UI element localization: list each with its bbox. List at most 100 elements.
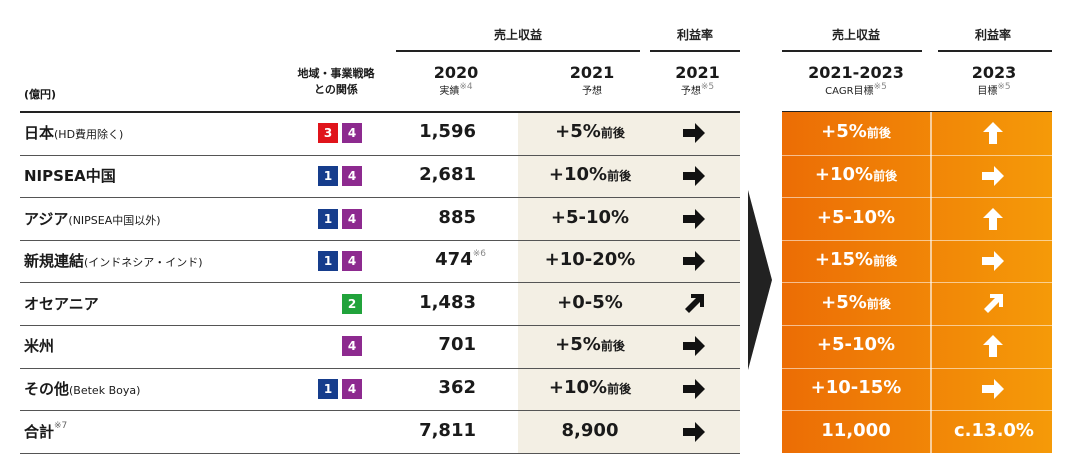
margin-2023-target: c.13.0% — [954, 419, 1034, 441]
row-label: 合計※7 — [24, 421, 67, 442]
cagr-target-suffix: 前後 — [873, 168, 898, 183]
row-label: 米州 — [24, 335, 54, 356]
forecast-2021: +0-5% — [530, 292, 650, 313]
margin-2021-arrow — [682, 334, 706, 362]
margin-2021-arrow — [682, 121, 706, 149]
col-2021-margin-sub: 予想 — [680, 86, 701, 97]
value-2020: 1,596 — [396, 121, 476, 142]
value-2020: 2,681 — [396, 164, 476, 185]
cagr-year: 2021-2023 — [808, 63, 904, 82]
margin-2023-arrow — [981, 334, 1005, 362]
forecast-2021-value: +10% — [548, 376, 608, 398]
cagr-target-value: 11,000 — [821, 419, 891, 441]
strategy-badge-3: 3 — [318, 123, 338, 144]
forecast-2021: +5-10% — [530, 207, 650, 228]
row-label: 新規連結(インドネシア・インド) — [24, 250, 203, 271]
right-arrow-icon — [982, 165, 1004, 186]
value-2020: 885 — [396, 207, 476, 228]
up-arrow-icon — [983, 335, 1003, 358]
margin-2023-arrow — [981, 292, 1005, 320]
value-2020-text: 2,681 — [419, 163, 476, 185]
cagr-target: +5%前後 — [782, 292, 930, 313]
margin-2023-header: 2023 目標※5 — [936, 64, 1052, 98]
margin-2023-arrow — [981, 249, 1005, 277]
row-label-note: (HD費用除く) — [54, 128, 124, 142]
up-arrow-icon — [983, 122, 1003, 145]
header-rule-left — [20, 111, 740, 113]
target-row-divider — [782, 368, 1052, 369]
cagr-target: +15%前後 — [782, 249, 930, 270]
col-2021-margin-year: 2021 — [675, 63, 720, 82]
target-row-divider — [782, 410, 1052, 411]
margin-2021-arrow — [682, 292, 706, 320]
cagr-target: +5-10% — [782, 334, 930, 355]
cagr-target-value: +10-15% — [810, 376, 902, 398]
cagr-target: +5-10% — [782, 207, 930, 228]
row-label-note: (インドネシア・インド) — [84, 256, 203, 270]
margin-2023-sub: 目標 — [977, 86, 998, 97]
value-2020-note: ※6 — [472, 249, 486, 260]
strategy-badge-4: 4 — [342, 378, 362, 399]
row-label-main: 新規連結 — [24, 252, 85, 271]
col-2020-sub: 実績 — [439, 86, 460, 97]
forecast-2021: +5%前後 — [530, 334, 650, 355]
margin-2023-arrow — [981, 164, 1005, 192]
forecast-2021-suffix: 前後 — [600, 126, 625, 141]
target-row-divider — [782, 240, 1052, 241]
forecast-2021-suffix: 前後 — [600, 339, 625, 354]
forecast-2021: +10%前後 — [530, 164, 650, 185]
margin-2021-arrow — [682, 420, 706, 448]
forecast-2021-value: 8,900 — [561, 419, 619, 441]
right-arrow-icon — [683, 421, 705, 442]
value-2020-text: 701 — [438, 334, 476, 356]
value-2020-text: 474 — [435, 249, 473, 271]
strategy-badge-1: 1 — [318, 165, 338, 186]
col-2020-note: ※4 — [459, 82, 473, 92]
cagr-target-value: +5% — [821, 291, 867, 313]
up-arrow-icon — [983, 207, 1003, 230]
forecast-2021-value: +5% — [555, 334, 601, 356]
row-label-main: その他 — [24, 379, 70, 398]
forecast-2021: 8,900 — [530, 420, 650, 441]
transition-arrow-icon — [748, 190, 772, 370]
strategy-badge-4: 4 — [342, 208, 362, 229]
right-arrow-icon — [982, 251, 1004, 272]
row-label: NIPSEA中国 — [24, 165, 116, 186]
strategy-badge-1: 1 — [318, 251, 338, 272]
strategy-badge-4: 4 — [342, 123, 362, 144]
row-label: その他(Betek Boya) — [24, 378, 140, 399]
col-2020-header: 2020 実績※4 — [396, 63, 516, 98]
row-divider — [20, 155, 740, 156]
value-2020: 701 — [396, 334, 476, 355]
diagonal-up-arrow-icon — [685, 293, 704, 313]
right-arrow-icon — [683, 336, 705, 357]
row-divider — [20, 368, 740, 369]
row-label-main: 米州 — [24, 337, 55, 356]
col-2020-year: 2020 — [433, 63, 479, 82]
strategy-header-line1: 地域・事業戦略 — [297, 67, 375, 80]
cagr-header: 2021-2023 CAGR目標※5 — [782, 63, 930, 98]
strategy-badge-4: 4 — [342, 165, 362, 186]
strategy-badge-1: 1 — [318, 378, 338, 399]
right-arrow-icon — [683, 208, 705, 229]
sales-target-group-header: 売上収益 — [831, 28, 880, 42]
right-arrow-icon — [683, 378, 705, 399]
target-row-divider — [782, 197, 1052, 198]
row-label-main: 日本 — [24, 124, 55, 143]
strategy-header-line2: との関係 — [314, 83, 358, 96]
cagr-target-value: +5% — [821, 121, 867, 143]
right-arrow-icon — [683, 123, 705, 144]
row-label-main: オセアニア — [24, 294, 99, 313]
col-2021-sub: 予想 — [582, 86, 602, 97]
forecast-2021: +5%前後 — [530, 121, 650, 142]
margin-target-group-header: 利益率 — [974, 28, 1011, 42]
row-label: アジア(NIPSEA中国以外) — [24, 208, 161, 229]
row-divider — [20, 197, 740, 198]
row-divider — [20, 282, 740, 283]
margin-group-header: 利益率 — [676, 28, 713, 42]
cagr-target-suffix: 前後 — [866, 126, 891, 141]
target-row-divider — [782, 325, 1052, 326]
col-2021-header: 2021 予想 — [532, 64, 652, 98]
margin-2023-note: ※5 — [997, 82, 1011, 92]
row-label-note: (Betek Boya) — [69, 383, 141, 397]
